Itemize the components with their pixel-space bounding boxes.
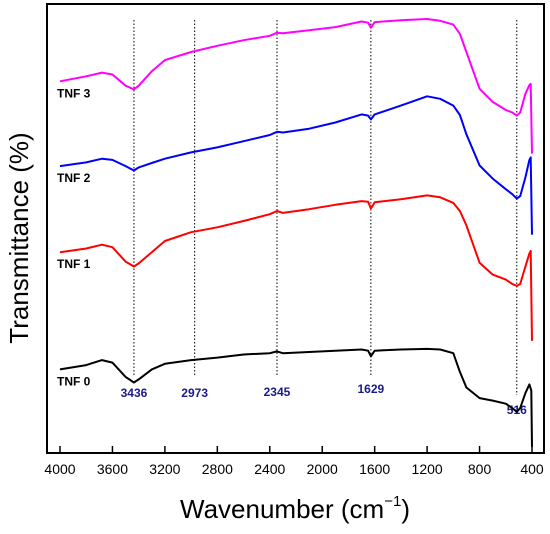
x-tick-label-2000: 2000 <box>307 461 338 477</box>
x-axis-title-sup: −1 <box>384 493 401 510</box>
y-axis-title: Transmittance (%) <box>4 132 34 343</box>
x-tick-label-3600: 3600 <box>97 461 128 477</box>
series-line-tnf-2 <box>59 95 533 235</box>
series-label-tnf-1: TNF 1 <box>57 257 91 271</box>
x-tick-label-1200: 1200 <box>412 461 443 477</box>
x-tick-label-1600: 1600 <box>359 461 390 477</box>
x-tick-label-3200: 3200 <box>149 461 180 477</box>
series-label-tnf-2: TNF 2 <box>57 171 91 185</box>
x-tick-label-800: 800 <box>468 461 492 477</box>
x-axis-title-main: Wavenumber (cm <box>180 494 384 524</box>
x-tick-label-2800: 2800 <box>202 461 233 477</box>
peak-label-516: 516 <box>507 403 527 417</box>
x-axis-title: Wavenumber (cm−1) <box>180 493 410 524</box>
peak-label-2345: 2345 <box>264 385 291 399</box>
x-axis-ticks: 4000 3600 3200 2800 2400 2000 1600 1200 800 400 <box>44 446 544 477</box>
plot-frame <box>46 3 545 454</box>
series-group: TNF 0 TNF 1 TNF 2 TNF 3 <box>57 18 533 447</box>
series-label-tnf-0: TNF 0 <box>57 374 91 388</box>
x-tick-label-2400: 2400 <box>254 461 285 477</box>
series-line-tnf-1 <box>59 194 533 341</box>
x-axis-title-close: ) <box>401 494 410 524</box>
series-line-tnf-3 <box>59 18 533 154</box>
series-label-tnf-3: TNF 3 <box>57 86 91 100</box>
x-tick-label-4000: 4000 <box>44 461 75 477</box>
peak-label-2973: 2973 <box>181 386 208 400</box>
peak-markers: 3436 2973 2345 1629 516 <box>121 20 527 417</box>
series-line-tnf-0 <box>59 347 533 447</box>
x-tick-label-400: 400 <box>520 461 544 477</box>
peak-label-1629: 1629 <box>358 382 385 396</box>
peak-label-3436: 3436 <box>121 386 148 400</box>
